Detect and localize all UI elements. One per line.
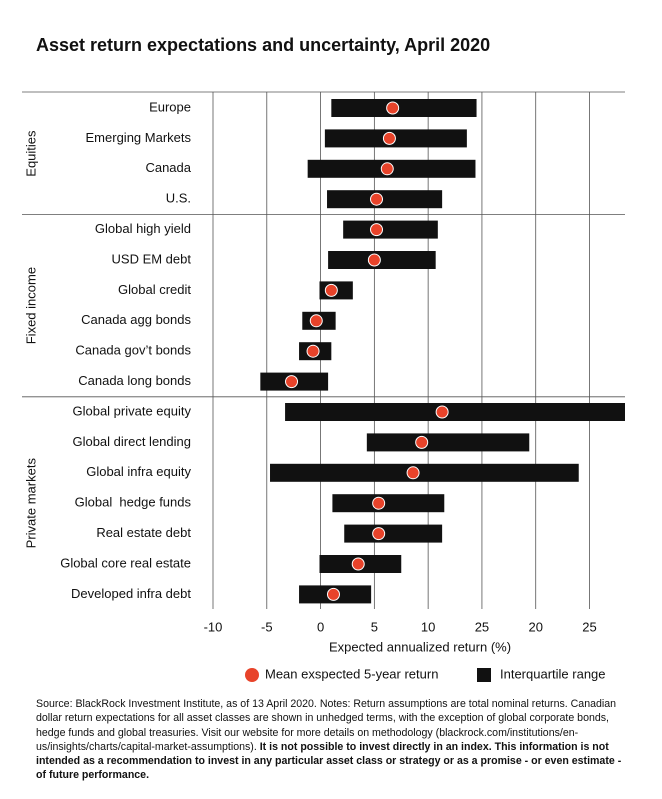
mean-dot — [372, 496, 386, 510]
legend-label: Interquartile range — [500, 666, 606, 681]
footnote-text: Source: BlackRock Investment Institute, … — [36, 698, 617, 753]
x-tick-label: 10 — [421, 619, 435, 634]
iqr-bar — [344, 524, 443, 543]
iqr-bar — [332, 494, 445, 513]
group-label: Equities — [23, 130, 38, 177]
category-label: Global infra equity — [86, 464, 191, 479]
x-tick-label: 20 — [528, 619, 542, 634]
footnote-bold: It is not possible to invest directly in… — [36, 740, 622, 782]
legend-swatch — [477, 668, 491, 682]
mean-dot — [351, 557, 365, 571]
category-label: USD EM debt — [112, 251, 192, 266]
x-tick-label: 5 — [371, 619, 378, 634]
iqr-bar — [328, 251, 436, 269]
mean-dot — [435, 405, 449, 419]
mean-dot — [324, 283, 338, 297]
x-tick-label: 0 — [317, 619, 324, 634]
category-label: Europe — [149, 99, 191, 114]
category-label: Global credit — [118, 282, 191, 297]
category-label: Global hedge funds — [75, 495, 192, 510]
chart: Asset return expectations and uncertaint… — [22, 35, 625, 682]
mean-dot — [372, 527, 386, 541]
category-label: Global core real estate — [60, 555, 191, 570]
x-tick-label: -10 — [204, 619, 223, 634]
x-tick-label: -5 — [261, 619, 273, 634]
mean-dot — [380, 162, 394, 176]
iqr-bar — [331, 99, 477, 117]
mean-dot — [309, 314, 323, 328]
mean-dot — [326, 587, 340, 601]
chart-title: Asset return expectations and uncertaint… — [36, 35, 490, 55]
category-label: Global private equity — [72, 403, 191, 418]
category-label: Developed infra debt — [71, 586, 191, 601]
mean-dot — [367, 253, 381, 267]
mean-dot — [370, 223, 384, 237]
category-label: Global high yield — [95, 221, 191, 236]
legend-label: Mean exspected 5-year return — [265, 666, 438, 681]
x-axis-label: Expected annualized return (%) — [329, 639, 511, 654]
mean-dot — [415, 435, 429, 449]
mean-dot — [382, 131, 396, 145]
category-label: U.S. — [166, 191, 191, 206]
iqr-bar — [285, 403, 625, 421]
category-label: Canada long bonds — [78, 373, 191, 388]
mean-dot — [306, 344, 320, 358]
iqr-bar — [343, 220, 438, 239]
mean-dot — [386, 101, 400, 115]
category-label: Canada gov’t bonds — [75, 343, 191, 358]
category-label: Global direct lending — [72, 434, 191, 449]
x-tick-label: 25 — [475, 619, 489, 634]
iqr-bar — [270, 463, 579, 482]
iqr-bar — [366, 433, 530, 452]
legend-dot — [245, 668, 259, 682]
footnote: Source: BlackRock Investment Institute, … — [36, 697, 628, 783]
category-label: Canada agg bonds — [81, 312, 191, 327]
category-label: Canada — [145, 160, 191, 175]
category-label: Real estate debt — [96, 525, 191, 540]
mean-dot — [285, 375, 299, 389]
iqr-bar — [327, 190, 443, 209]
x-tick-label: 25 — [582, 619, 596, 634]
category-label: Emerging Markets — [86, 130, 192, 145]
mean-dot — [406, 466, 420, 480]
group-label: Private markets — [23, 458, 38, 549]
group-label: Fixed income — [23, 267, 38, 344]
mean-dot — [370, 192, 384, 206]
